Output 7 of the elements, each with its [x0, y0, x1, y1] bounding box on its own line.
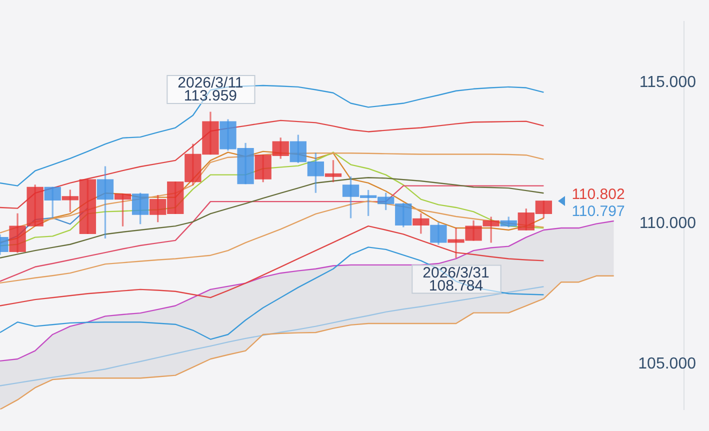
y-tick-label: 115.000 — [639, 74, 696, 92]
y-tick-label: 110.000 — [639, 214, 696, 232]
y-tick-label: 105.000 — [638, 356, 696, 373]
annotation: 2026/3/31 108.784 — [422, 264, 490, 294]
annotation: 2026/3/11 113.959 — [178, 74, 244, 105]
annotation: 110.797 — [572, 203, 625, 220]
annotation: 110.802 — [572, 186, 625, 204]
